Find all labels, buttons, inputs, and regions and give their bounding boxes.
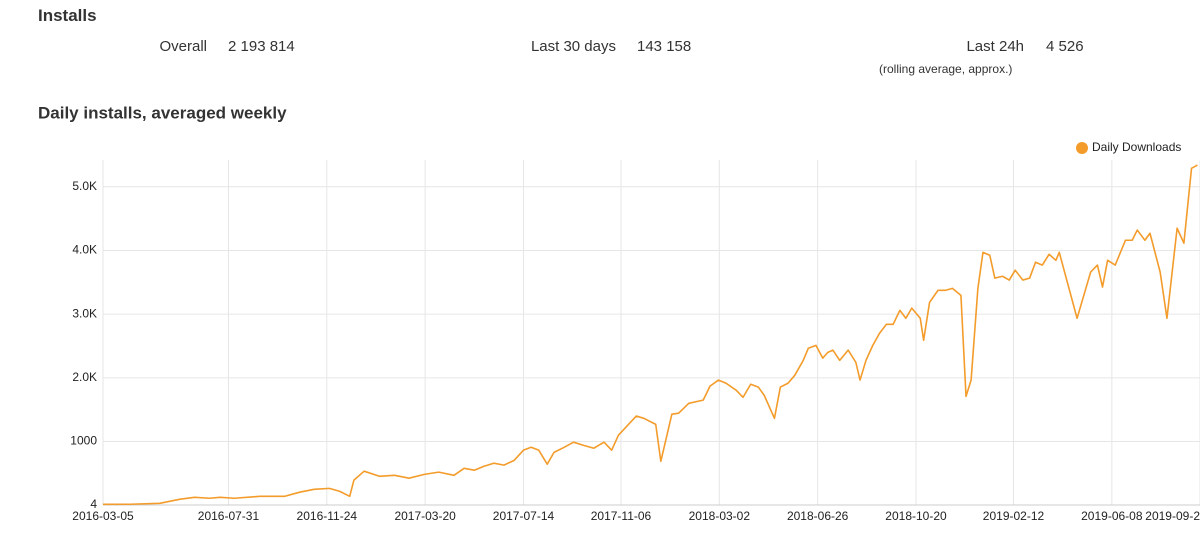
stat-label: Last 24h — [966, 38, 1024, 55]
y-tick-label: 3.0K — [72, 306, 97, 320]
stat-value: 4 526 — [1046, 38, 1084, 55]
x-tick-label: 2016-11-24 — [297, 509, 358, 523]
stat-value: 143 158 — [637, 38, 692, 55]
section-title: Installs — [38, 6, 97, 25]
stat-label: Overall — [159, 38, 207, 55]
legend-label: Daily Downloads — [1092, 140, 1181, 154]
chart-title: Daily installs, averaged weekly — [38, 103, 287, 122]
x-tick-label: 2018-03-02 — [689, 509, 751, 523]
x-tick-label: 2017-11-06 — [591, 509, 652, 523]
x-tick-label: 2016-07-31 — [198, 509, 260, 523]
x-tick-label: 2016-03-05 — [72, 509, 134, 523]
x-tick-label: 2019-02-12 — [983, 509, 1045, 523]
x-tick-label: 2019-06-08 — [1081, 509, 1143, 523]
x-tick-label: 2018-10-20 — [885, 509, 947, 523]
x-tick-label: 2019-09-2 — [1145, 509, 1200, 523]
y-tick-label: 2.0K — [72, 370, 97, 384]
stat-value: 2 193 814 — [228, 38, 295, 55]
stat-label: Last 30 days — [530, 38, 616, 55]
y-tick-label: 1000 — [70, 434, 97, 448]
y-tick-label: 4 — [90, 497, 97, 511]
data-line — [102, 164, 1198, 506]
x-tick-label: 2018-06-26 — [787, 509, 849, 523]
y-tick-label: 5.0K — [72, 179, 97, 193]
x-tick-label: 2017-07-14 — [493, 509, 555, 523]
stat-note: (rolling average, approx.) — [879, 62, 1013, 76]
legend-marker — [1076, 142, 1088, 154]
y-tick-label: 4.0K — [72, 243, 97, 257]
x-tick-label: 2017-03-20 — [394, 509, 456, 523]
